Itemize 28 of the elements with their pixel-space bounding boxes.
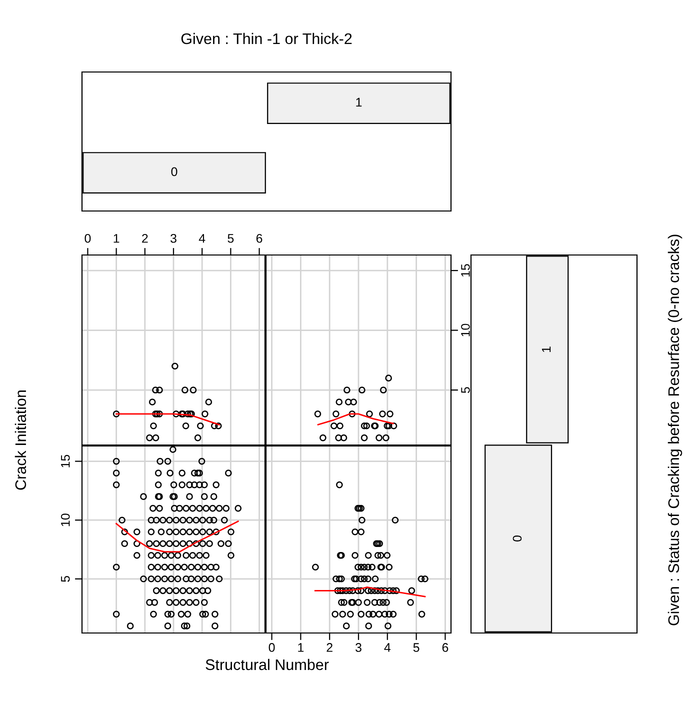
category-label: 0	[171, 167, 178, 176]
y-tick-label: 10	[60, 514, 70, 526]
x-tick-label: 3	[356, 643, 362, 652]
category-label: 0	[512, 536, 522, 542]
category-label: 1	[356, 98, 362, 107]
x-axis-title: Structural Number	[206, 658, 329, 670]
x-tick-label: 5	[228, 234, 234, 243]
x-tick-label: 4	[384, 643, 391, 652]
x-tick-label: 4	[198, 234, 206, 243]
text: Given : Thin -1 or Thick-2	[181, 32, 352, 44]
x-tick-label: 0	[84, 234, 91, 243]
x-tick-label: 2	[142, 234, 148, 243]
x-tick-label: 1	[114, 234, 120, 243]
y-tick-label: 5	[461, 387, 470, 394]
x-tick-label: 0	[268, 643, 275, 652]
x-tick-label: 2	[326, 643, 332, 652]
x-tick-label: 1	[298, 643, 304, 652]
y-tick-label: 15	[461, 264, 470, 277]
y-tick-label: 15	[61, 454, 70, 468]
category-label: 1	[542, 346, 551, 352]
x-tick-label: 6	[442, 643, 448, 652]
y-axis-title: Crack Initiation	[14, 390, 26, 490]
y-tick-label: 5	[61, 576, 70, 582]
x-tick-label: 6	[256, 234, 262, 243]
text: Given : Status of Cracking before Resurface (0-no cracks)	[668, 234, 682, 626]
x-tick-label: 5	[413, 643, 420, 652]
y-tick-label: 10	[461, 324, 470, 336]
x-tick-label: 3	[170, 234, 176, 243]
